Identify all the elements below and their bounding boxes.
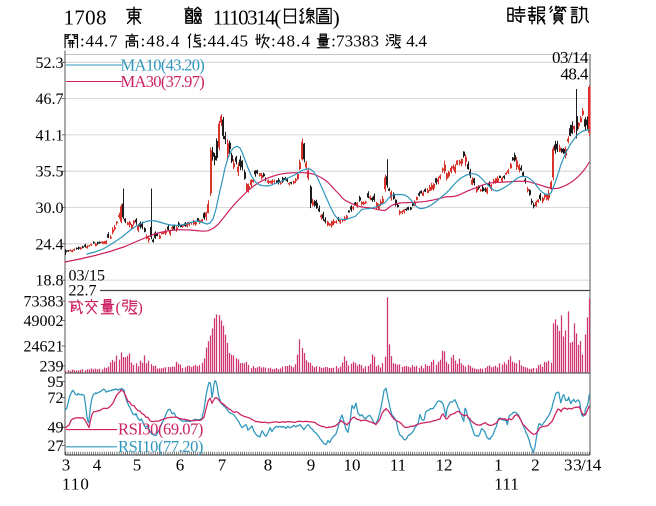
- svg-text:1: 1: [494, 456, 503, 475]
- svg-text:1708: 1708: [64, 6, 107, 30]
- svg-text:95: 95: [48, 374, 64, 391]
- svg-text:41.1: 41.1: [36, 127, 64, 144]
- svg-text::48.4: :48.4: [271, 32, 311, 51]
- svg-text:MA10(43.20): MA10(43.20): [121, 55, 205, 74]
- svg-text:3: 3: [62, 456, 71, 475]
- svg-text:73383: 73383: [24, 294, 64, 311]
- svg-text::44.45: :44.45: [202, 32, 248, 51]
- svg-text:27: 27: [48, 438, 64, 455]
- svg-text::73383: :73383: [331, 32, 379, 51]
- svg-text:): ): [138, 300, 143, 317]
- svg-text:48.4: 48.4: [561, 64, 590, 83]
- svg-text:8: 8: [264, 456, 273, 475]
- svg-text::48.4: :48.4: [141, 32, 180, 51]
- svg-text:6: 6: [176, 456, 185, 475]
- svg-text:24621: 24621: [24, 339, 64, 356]
- svg-text:30.0: 30.0: [36, 200, 64, 217]
- svg-text:10: 10: [344, 456, 361, 475]
- svg-text:2: 2: [531, 456, 540, 475]
- svg-text:5: 5: [133, 456, 142, 475]
- svg-text:11: 11: [390, 456, 406, 475]
- svg-text:3: 3: [564, 456, 573, 475]
- svg-text:111: 111: [494, 475, 519, 494]
- svg-text::44.7: :44.7: [80, 32, 118, 51]
- svg-text:3/14: 3/14: [573, 456, 602, 475]
- svg-text:46.7: 46.7: [36, 91, 64, 108]
- svg-text:RSI10(77.20): RSI10(77.20): [118, 437, 203, 456]
- svg-text:52.3: 52.3: [36, 55, 64, 72]
- svg-text:4.4: 4.4: [406, 32, 427, 51]
- svg-text:9: 9: [307, 456, 316, 475]
- svg-text:4: 4: [93, 456, 102, 475]
- svg-text:12: 12: [436, 456, 453, 475]
- svg-text:18.8: 18.8: [36, 273, 64, 290]
- svg-text:1110314(: 1110314(: [213, 6, 282, 30]
- svg-text:7: 7: [218, 456, 227, 475]
- svg-text:): ): [333, 6, 340, 30]
- svg-text:24.4: 24.4: [36, 236, 64, 253]
- svg-text:72: 72: [48, 390, 64, 407]
- svg-text:03/15: 03/15: [69, 268, 106, 285]
- svg-text:35.5: 35.5: [36, 164, 64, 181]
- svg-text:49: 49: [48, 420, 64, 437]
- svg-text:22.7: 22.7: [69, 283, 97, 300]
- svg-text:49002: 49002: [24, 313, 64, 330]
- svg-text:RSI30(69.07): RSI30(69.07): [118, 420, 203, 439]
- svg-text:03/14: 03/14: [552, 48, 589, 67]
- svg-text:239: 239: [40, 359, 64, 376]
- svg-text:(: (: [116, 300, 121, 317]
- svg-text:MA30(37.97): MA30(37.97): [121, 72, 205, 91]
- svg-text:110: 110: [62, 475, 89, 494]
